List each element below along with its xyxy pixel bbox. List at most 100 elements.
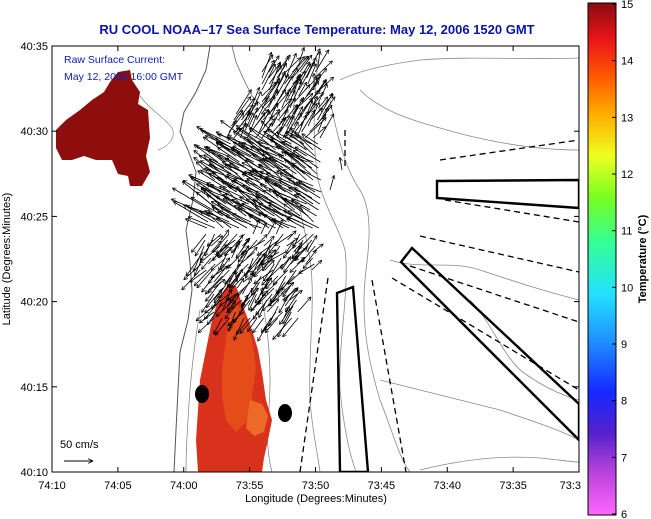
current-vector: [268, 90, 285, 115]
current-vector: [234, 132, 260, 151]
current-vector: [293, 243, 302, 253]
station-marker: [278, 404, 292, 422]
current-vector: [275, 233, 293, 245]
current-vector: [226, 216, 262, 229]
current-vector: [287, 132, 312, 145]
current-vector: [212, 257, 226, 270]
current-vector: [213, 290, 222, 301]
current-vector: [249, 172, 271, 193]
current-vector: [248, 139, 272, 157]
y-axis-label: Latitude (Degrees:Minutes): [1, 193, 13, 326]
current-vector: [247, 199, 275, 217]
current-vector: [269, 293, 279, 307]
current-vector: [235, 90, 251, 115]
current-vector: [248, 317, 258, 331]
current-vector: [275, 192, 307, 205]
current-vector: [273, 317, 293, 339]
current-vector: [296, 258, 304, 265]
current-vector: [290, 128, 314, 151]
current-vector: [218, 211, 248, 229]
coastline: [173, 46, 211, 472]
current-vector: [312, 127, 326, 139]
current-vector: [197, 305, 215, 320]
x-tick-label: 73:55: [236, 480, 264, 492]
current-vector: [201, 239, 214, 260]
current-vector: [221, 298, 229, 313]
current-vector: [285, 152, 312, 175]
current-vector: [266, 158, 292, 181]
current-vector: [186, 219, 208, 229]
current-vector: [287, 231, 296, 241]
current-vector: [284, 204, 301, 217]
current-vector: [265, 181, 284, 199]
current-vector: [248, 108, 257, 127]
x-tick-label: 74:05: [104, 480, 132, 492]
current-vector: [256, 194, 271, 205]
current-vector: [248, 288, 258, 307]
current-vector: [262, 263, 284, 285]
current-vector: [247, 116, 256, 139]
current-vector: [266, 275, 279, 288]
current-vector: [272, 219, 297, 229]
current-vector: [294, 85, 310, 103]
colorbar-tick-label: 12: [621, 169, 633, 181]
colorbar-tick-label: 7: [621, 452, 627, 464]
current-vector: [200, 245, 221, 263]
current-vector: [244, 267, 251, 277]
colorbar-tick-label: 13: [621, 112, 633, 124]
current-vector: [285, 75, 300, 103]
current-vector: [267, 221, 275, 235]
x-tick-label: 73:3: [560, 480, 581, 492]
current-vector: [264, 191, 284, 205]
radar-footprints: [335, 178, 579, 472]
current-vector: [211, 241, 220, 253]
current-vector: [274, 269, 289, 284]
current-vector: [258, 317, 272, 341]
current-vector: [252, 265, 262, 277]
current-vector: [242, 278, 251, 295]
current-vector: [237, 317, 251, 334]
station-marker: [195, 385, 209, 403]
current-vector: [257, 288, 263, 301]
current-vector: [263, 152, 297, 175]
current-vector: [213, 280, 224, 289]
current-vector: [238, 251, 256, 266]
current-vector: [288, 178, 321, 199]
current-vector: [299, 56, 312, 73]
current-vector: [226, 194, 249, 205]
current-vector: [311, 261, 322, 271]
current-vector: [296, 147, 321, 163]
current-vector: [207, 195, 232, 211]
current-vector: [295, 188, 320, 205]
current-vector: [212, 202, 244, 223]
current-vector: [227, 175, 259, 187]
current-vector: [284, 136, 307, 151]
sst-patch-south-orange-edge: [246, 400, 268, 436]
current-vector: [213, 266, 227, 283]
current-vector: [248, 245, 272, 272]
current-vector: [293, 233, 308, 246]
current-vector: [284, 288, 298, 307]
colorbar-tick-label: 6: [621, 509, 627, 519]
current-vector: [257, 239, 280, 255]
current-vector: [197, 269, 213, 287]
x-tick-label: 74:10: [38, 480, 66, 492]
current-vector: [299, 263, 315, 273]
current-vector: [285, 200, 309, 217]
y-tick-label: 40:15: [20, 382, 48, 394]
current-vector: [240, 311, 260, 333]
current-vector: [233, 146, 252, 157]
current-vector: [216, 317, 230, 335]
current-vector: [340, 158, 342, 171]
current-vector: [284, 245, 295, 258]
current-vector: [284, 211, 320, 229]
current-vector: [285, 160, 307, 181]
current-vector: [280, 174, 308, 193]
colorbar-tick-label: 15: [621, 0, 633, 11]
current-vector: [291, 154, 313, 169]
current-vector: [195, 239, 206, 255]
current-vector: [255, 200, 287, 223]
current-vector: [250, 301, 261, 313]
current-vector: [253, 257, 260, 274]
